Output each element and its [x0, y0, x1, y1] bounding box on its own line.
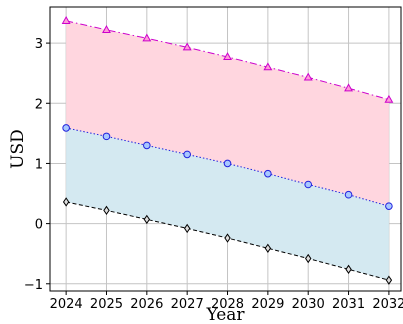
- x-tick-label-0: 2024: [50, 297, 83, 312]
- x-tick-label-1: 2025: [90, 297, 123, 312]
- series-0-point-0: [61, 16, 71, 24]
- y-tick-label-4: 3: [35, 37, 43, 52]
- y-tick-label-3: 2: [35, 97, 43, 112]
- x-ticks: 2024 2025 2026 2027 2028 2029 2030 2031 2032: [50, 291, 403, 312]
- y-tick-label-1: 0: [35, 218, 43, 233]
- x-tick-label-3: 2027: [171, 297, 204, 312]
- series-2-point-4: [224, 233, 231, 243]
- series-0-point-6: [303, 72, 313, 81]
- y-tick-label-0: −1: [24, 278, 43, 293]
- x-tick-label-4: 2028: [211, 297, 244, 312]
- series-1-point-4: [223, 159, 232, 168]
- x-tick-label-5: 2029: [251, 297, 284, 312]
- series-1-point-0: [62, 124, 70, 132]
- fill-areas: [66, 20, 389, 281]
- series-0-point-3: [182, 42, 192, 51]
- series-2-point-0: [62, 197, 70, 207]
- series-2-point-5: [264, 243, 272, 253]
- y-tick-label-2: 1: [35, 157, 43, 172]
- x-tick-label-8: 2032: [372, 297, 403, 312]
- series-1-point-3: [183, 150, 191, 159]
- series-0-point-2: [142, 33, 152, 42]
- series-0-point-1: [102, 25, 111, 33]
- fill-area-1: [66, 127, 389, 281]
- series-2-point-2: [143, 214, 151, 225]
- series-2-point-1: [103, 205, 110, 216]
- series-1-point-2: [143, 141, 151, 150]
- series-markers: [61, 16, 394, 285]
- series-0-point-7: [344, 83, 354, 92]
- series-2-point-6: [305, 253, 312, 264]
- series-2-point-8: [385, 275, 393, 285]
- series-2-point-7: [345, 264, 352, 275]
- x-axis-title: Year: [205, 305, 245, 324]
- x-tick-label-2: 2026: [130, 297, 163, 312]
- series-1-point-7: [344, 190, 353, 199]
- y-ticks: −1 0 1 2 3: [24, 37, 50, 293]
- series-0-point-4: [223, 52, 232, 61]
- series-1-point-6: [304, 180, 313, 189]
- series-0-point-5: [263, 62, 273, 71]
- y-axis-title: USD: [8, 129, 28, 169]
- series-1-point-5: [264, 169, 272, 178]
- series-2-point-3: [183, 223, 191, 234]
- series-0-point-8: [384, 94, 394, 103]
- fill-area-0: [66, 20, 389, 207]
- plot-frame: [49, 6, 402, 292]
- series-1-point-1: [102, 132, 111, 141]
- x-tick-label-6: 2030: [292, 297, 325, 312]
- x-tick-label-7: 2031: [332, 297, 365, 312]
- series-1-point-8: [385, 202, 393, 210]
